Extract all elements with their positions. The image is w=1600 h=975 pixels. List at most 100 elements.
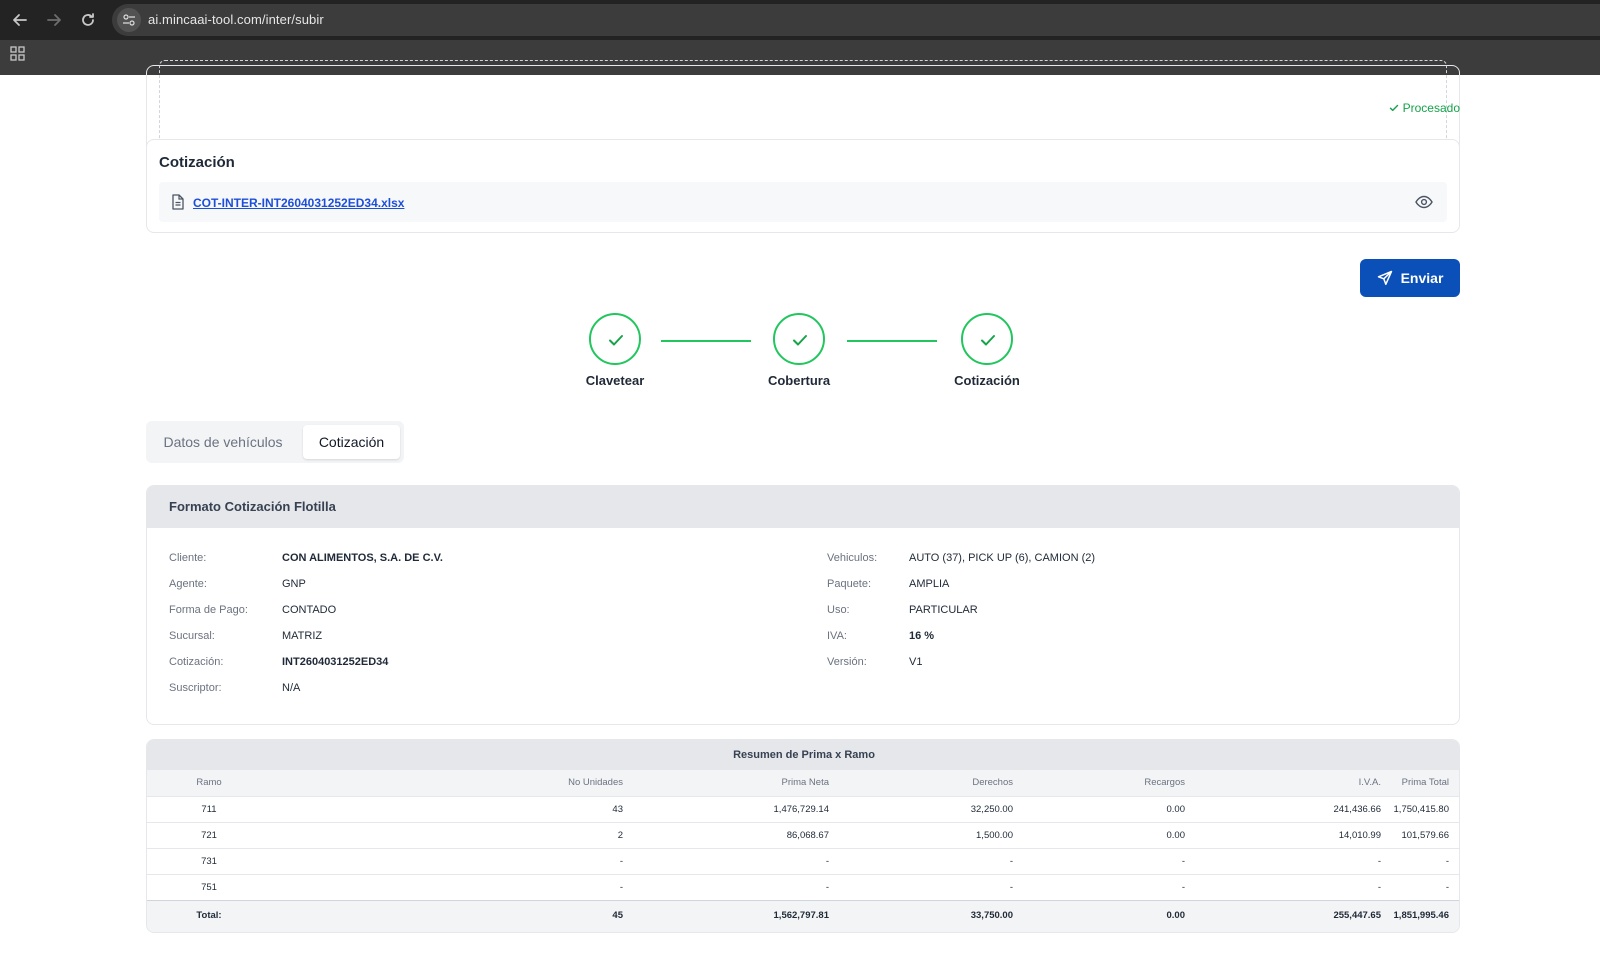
processed-label: Procesado (1402, 101, 1460, 115)
table-cell: 45 (612, 910, 623, 921)
check-icon (1389, 104, 1398, 112)
browser-chrome: ai.mincaai-tool.com/inter/subir (0, 0, 1600, 75)
send-icon (1377, 270, 1392, 286)
table-total-row: Total: 45 1,562,797.81 33,750.00 0.00 25… (147, 900, 1459, 932)
cotizacion-card-title: Cotización (159, 154, 235, 171)
site-info-icon[interactable] (117, 8, 141, 32)
table-cell: 86,068.67 (786, 830, 829, 841)
field-value: V1 (909, 656, 923, 668)
table-cell: 1,750,415.80 (1393, 804, 1449, 815)
field-value: PARTICULAR (909, 604, 978, 616)
step-clavetear-circle (589, 313, 641, 365)
table-cell: 711 (201, 804, 217, 815)
field-label: Agente: (169, 578, 207, 590)
check-icon (793, 335, 807, 346)
table-cell: 0.00 (1166, 804, 1186, 815)
field-label: Uso: (827, 604, 850, 616)
table-cell: 2 (617, 830, 623, 841)
step-label: Cobertura (767, 373, 831, 388)
column-header: Prima Neta (781, 777, 829, 788)
table-row: 721 2 86,068.67 1,500.00 0.00 14,010.99 … (147, 822, 1459, 848)
upload-dropzone[interactable] (159, 60, 1447, 150)
table-cell: 43 (612, 804, 623, 815)
field-value: AUTO (37), PICK UP (6), CAMION (2) (909, 552, 1096, 564)
column-header: I.V.A. (1358, 777, 1381, 788)
step-cotizacion-circle (961, 313, 1013, 365)
send-button[interactable]: Enviar (1360, 259, 1460, 297)
address-bar[interactable]: ai.mincaai-tool.com/inter/subir (112, 4, 1600, 36)
table-cell: - (1445, 882, 1449, 893)
resumen-title: Resumen de Prima x Ramo (147, 740, 1459, 770)
column-header: Prima Total (1401, 777, 1449, 788)
url-text[interactable]: ai.mincaai-tool.com/inter/subir (148, 12, 324, 27)
cotizacion-file-card: Cotización COT-INTER-INT2604031252ED34.x… (146, 139, 1460, 233)
field-value: CONTADO (282, 604, 337, 616)
table-cell: 33,750.00 (970, 910, 1013, 921)
table-cell: - (1377, 882, 1381, 893)
apps-grid-icon[interactable] (10, 46, 30, 66)
check-icon (981, 335, 995, 346)
table-cell: 751 (201, 882, 217, 893)
table-cell: 1,476,729.14 (773, 804, 829, 815)
field-label: Vehiculos: (827, 552, 878, 564)
step-label: Cotización (954, 373, 1020, 388)
step-cobertura-circle (773, 313, 825, 365)
page-content: Procesado Cotización COT-INTER-INT260403… (0, 60, 1600, 975)
table-cell: 14,010.99 (1338, 830, 1381, 841)
file-row: COT-INTER-INT2604031252ED34.xlsx (159, 182, 1447, 222)
formato-card: Formato Cotización Flotilla Cliente: CON… (146, 485, 1460, 725)
field-value: AMPLIA (909, 578, 950, 590)
step-connector (661, 340, 751, 342)
table-cell: - (1445, 856, 1449, 867)
table-cell: - (1377, 856, 1381, 867)
column-header: Recargos (1144, 777, 1185, 788)
field-label: Forma de Pago: (169, 604, 248, 616)
field-value: GNP (282, 578, 306, 590)
tab-datos-vehiculos[interactable]: Datos de vehículos (163, 434, 283, 450)
field-label: Paquete: (827, 578, 872, 590)
eye-icon[interactable] (1415, 195, 1433, 209)
field-value: MATRIZ (282, 630, 323, 642)
table-cell: 241,436.66 (1333, 804, 1381, 815)
table-cell: 32,250.00 (970, 804, 1013, 815)
table-cell: 1,851,995.46 (1393, 910, 1449, 921)
field-label: IVA: (827, 630, 847, 642)
field-label: Cotización: (169, 656, 224, 668)
table-cell: - (619, 882, 623, 893)
file-download-link[interactable]: COT-INTER-INT2604031252ED34.xlsx (193, 196, 405, 210)
tab-cotizacion[interactable]: Cotización (303, 425, 400, 459)
processed-status: Procesado (1389, 101, 1460, 115)
table-cell: - (1009, 856, 1013, 867)
field-label: Versión: (827, 656, 867, 668)
table-cell: - (619, 856, 623, 867)
table-cell: - (1181, 882, 1185, 893)
table-cell: - (1009, 882, 1013, 893)
table-row: 731 - - - - - - (147, 848, 1459, 874)
field-value: N/A (282, 682, 301, 694)
browser-toolbar: ai.mincaai-tool.com/inter/subir (0, 0, 1600, 40)
table-cell: - (1181, 856, 1185, 867)
table-cell: - (825, 882, 829, 893)
file-icon (172, 194, 184, 210)
table-cell: 101,579.66 (1401, 830, 1449, 841)
table-cell: 1,562,797.81 (773, 910, 829, 921)
total-label: Total: (196, 910, 222, 921)
table-header-row: Ramo No Unidades Prima Neta Derechos Rec… (147, 770, 1459, 796)
view-tabs: Datos de vehículos Cotización (146, 421, 404, 463)
back-arrow-icon[interactable] (10, 10, 30, 30)
formato-header: Formato Cotización Flotilla (147, 486, 1459, 528)
reload-icon[interactable] (78, 10, 98, 30)
field-label: Cliente: (169, 552, 207, 564)
table-row: 751 - - - - - - (147, 874, 1459, 900)
field-value: CON ALIMENTOS, S.A. DE C.V. (282, 552, 443, 564)
table-cell: 0.00 (1166, 830, 1186, 841)
formato-title: Formato Cotización Flotilla (169, 499, 336, 514)
resumen-table: Resumen de Prima x Ramo Ramo No Unidades… (146, 739, 1460, 933)
field-label: Sucursal: (169, 630, 215, 642)
table-cell: 255,447.65 (1333, 910, 1381, 921)
field-value: INT2604031252ED34 (282, 656, 389, 668)
forward-arrow-icon[interactable] (44, 10, 64, 30)
step-connector (847, 340, 937, 342)
field-label: Suscriptor: (169, 682, 222, 694)
column-header: Ramo (196, 777, 222, 788)
